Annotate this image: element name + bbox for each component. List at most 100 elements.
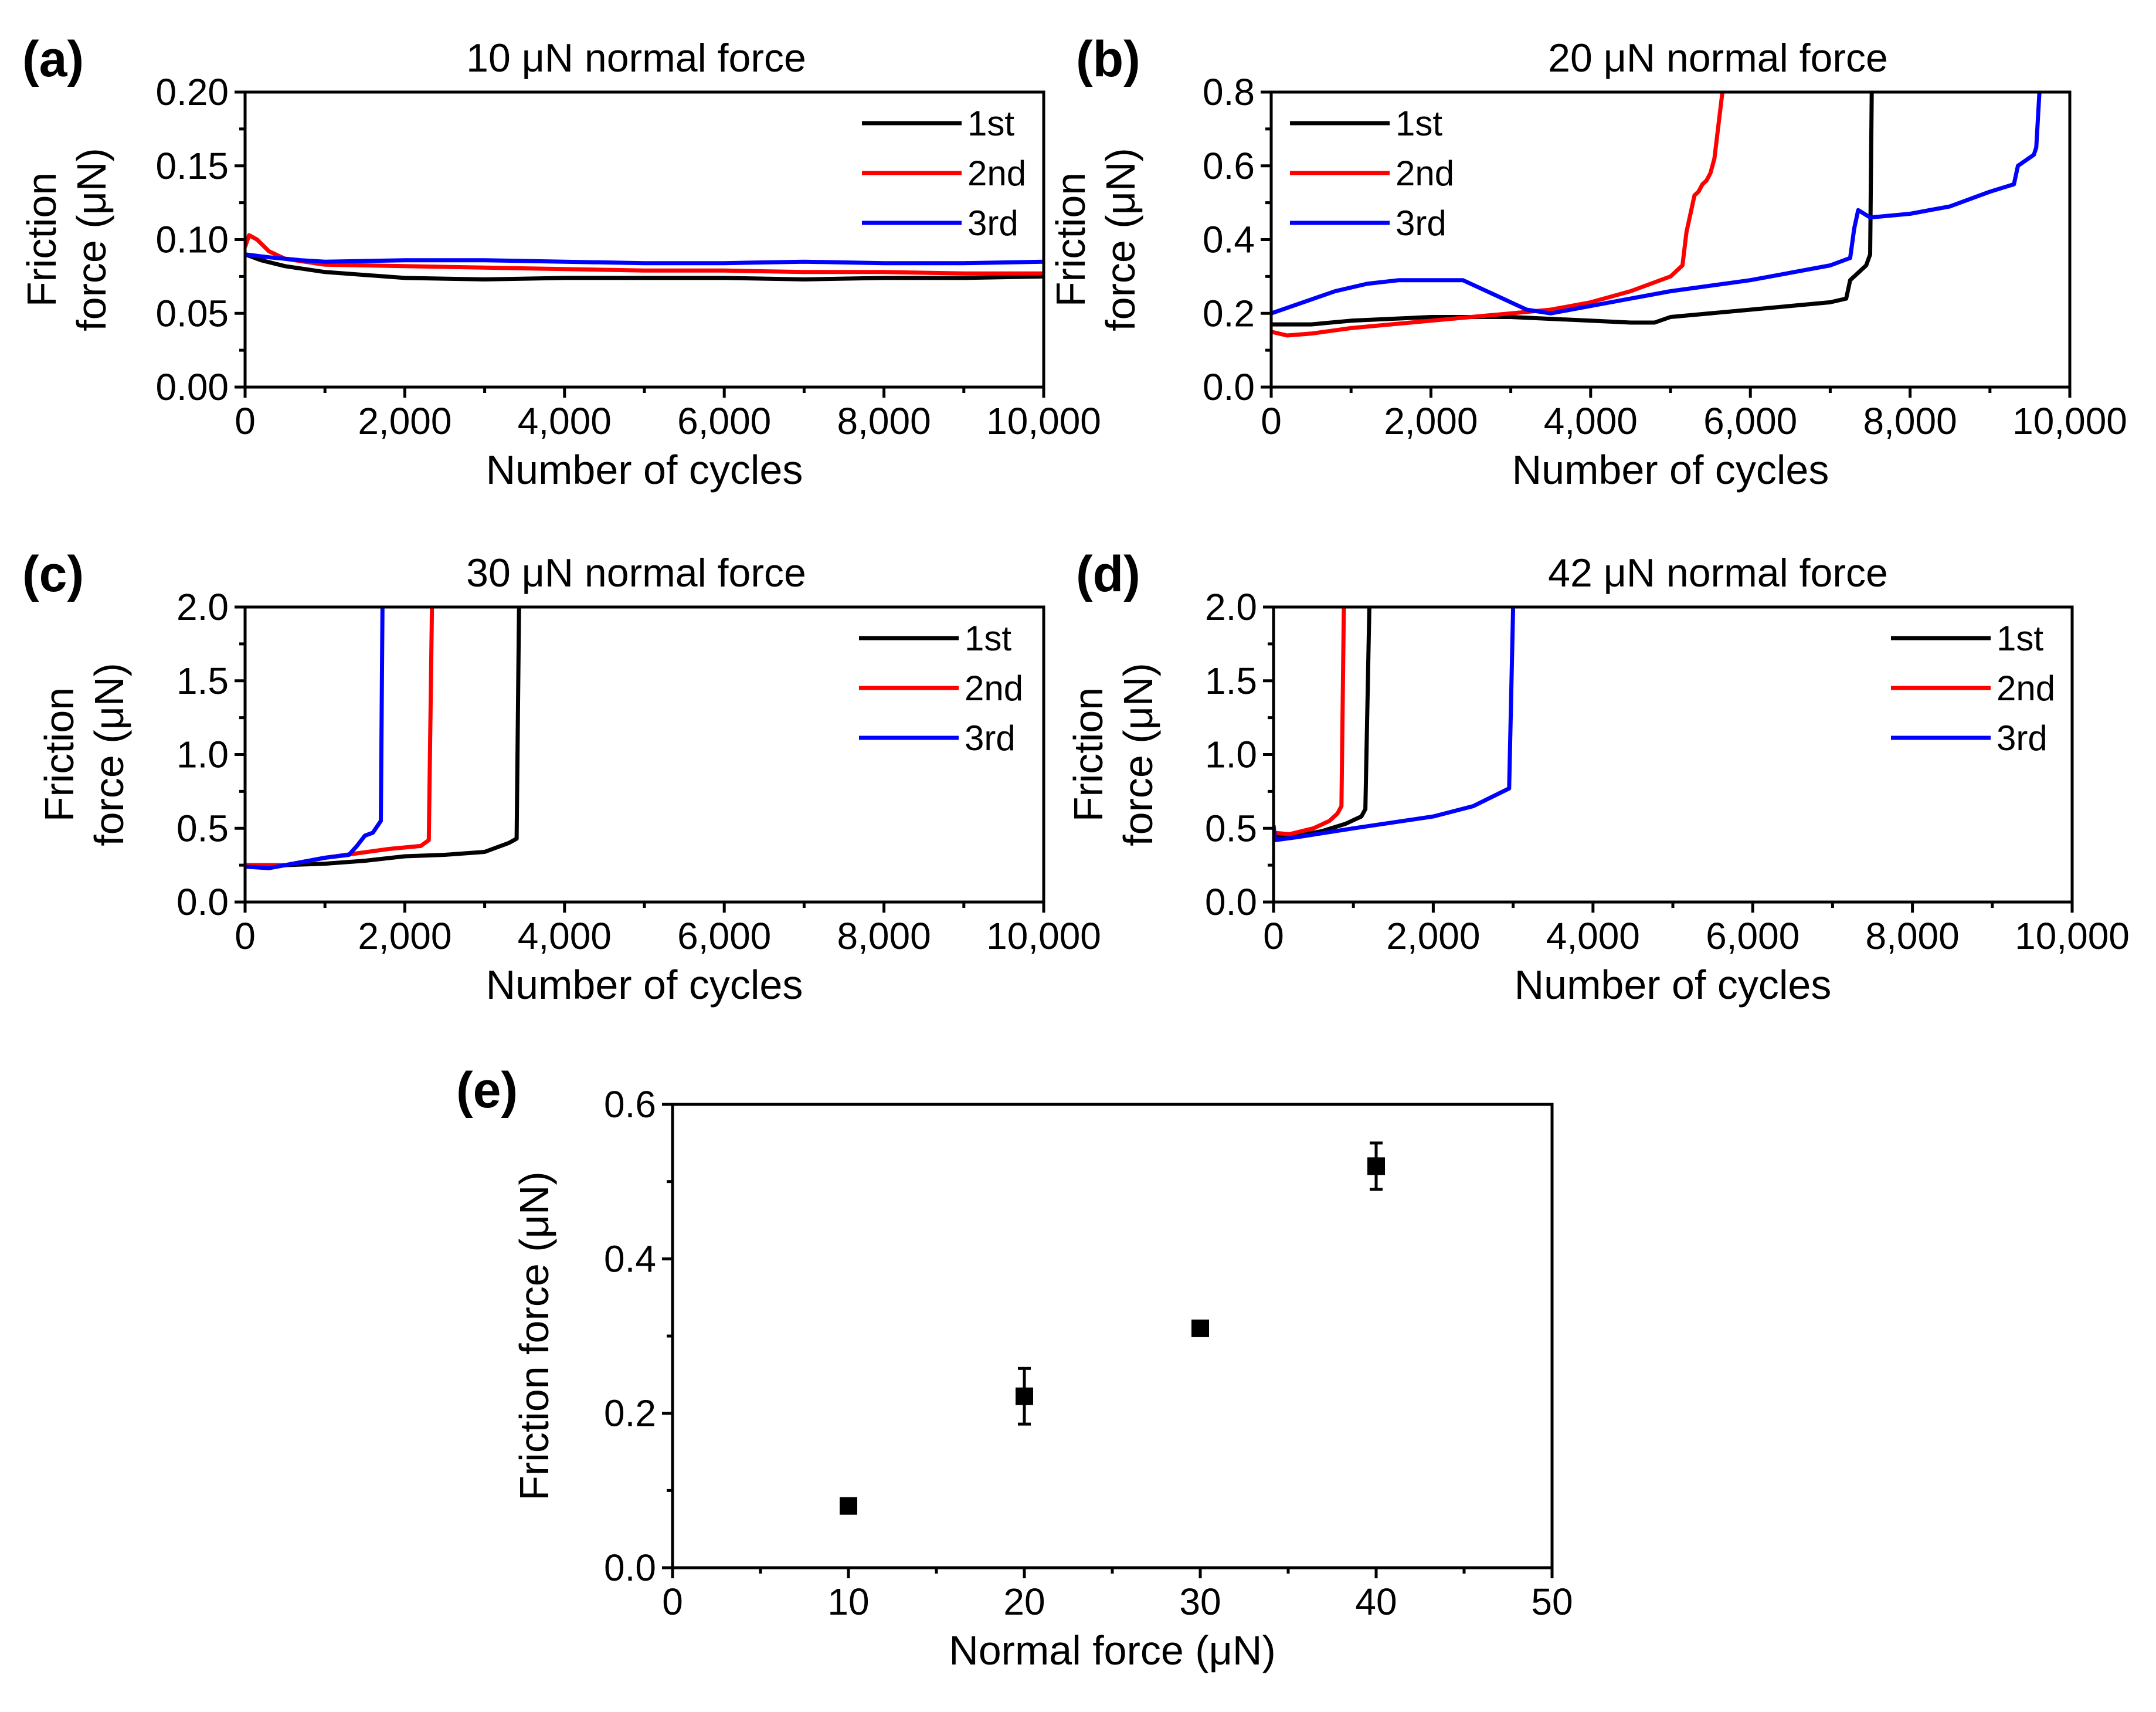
y-axis-label: Friction force (μN) [511,1171,557,1501]
legend-label: 1st [967,104,1014,143]
y-tick-label: 0.10 [155,219,229,261]
y-tick-label: 0.0 [604,1547,656,1589]
y-axis-label: Friction [36,687,82,822]
y-tick-label: 0.00 [155,366,229,408]
series-line-2nd [1274,607,1346,836]
legend-label: 2nd [1997,669,2055,708]
y-tick-label: 0.2 [604,1392,656,1435]
data-point-marker [1191,1319,1209,1337]
x-tick-label: 6,000 [1706,915,1800,957]
chart-panel-b: (b) 20 μN normal force 0 2,000 4,000 6,000 8,0… [1048,31,2127,493]
panel-label: (a) [22,31,84,87]
x-tick-label: 4,000 [518,915,612,957]
x-tick-label: 8,000 [837,915,931,957]
y-tick-label: 0.0 [1205,881,1257,923]
y-tick-label: 0.4 [604,1238,656,1280]
x-tick-label: 4,000 [1546,915,1640,957]
chart-panel-c: (c) 30 μN normal force 0 2,000 4,000 6,000 8,0… [22,546,1101,1008]
series-line-1st [245,607,521,867]
series-line-3rd [245,607,385,870]
x-tick-label: 10,000 [986,915,1101,957]
plot-series-group [1274,607,1516,842]
chart-panel-e: (e) 0 10 20 30 40 50 0.0 0.2 0.4 0.6 Normal force (… [456,1062,1573,1673]
series-line-2nd [245,607,434,867]
legend-label: 1st [965,619,1011,658]
y-tick-label: 2.0 [176,586,229,628]
x-tick-label: 20 [1003,1581,1045,1623]
x-tick-label: 2,000 [1386,915,1480,957]
y-tick-label: 0.4 [1203,219,1255,261]
y-axis-label: force (μN) [69,148,114,331]
x-tick-label: 8,000 [1863,400,1957,442]
y-axis-label: force (μN) [86,663,132,846]
data-point-marker [1367,1157,1385,1175]
chart-panel-a: (a) 10 μN normal force 0 2,000 4,000 6,000 8,0… [19,31,1101,493]
y-tick-label: 0.15 [155,145,229,187]
panel-label: (e) [456,1062,518,1118]
plot-series-group [245,607,521,870]
x-tick-label: 50 [1531,1581,1573,1623]
x-tick-label: 10 [827,1581,869,1623]
x-tick-label: 0 [235,915,256,957]
x-tick-label: 8,000 [837,400,931,442]
data-point-marker [840,1497,857,1515]
series-line-2nd [245,233,1044,276]
x-tick-label: 2,000 [1384,400,1478,442]
x-tick-label: 30 [1179,1581,1221,1623]
panel-label: (b) [1076,31,1140,87]
series-line-3rd [1274,607,1516,842]
plot-frame [671,1103,1554,1569]
plot-series-group [245,233,1044,282]
plot-frame [243,90,1045,389]
series-line-1st [1274,607,1371,838]
x-tick-label: 0 [1263,915,1284,957]
y-tick-label: 0.20 [155,71,229,113]
y-axis-label: Friction [1065,687,1111,822]
chart-panel-d: (d) 42 μN normal force 0 2,000 4,000 6,000 8,0… [1065,546,2130,1008]
plot-series-group [1271,92,2042,338]
y-tick-label: 0.0 [176,881,229,923]
series-line-3rd [1271,92,2042,316]
y-tick-label: 0.6 [604,1083,656,1125]
x-tick-label: 4,000 [518,400,612,442]
legend-label: 2nd [967,154,1026,193]
x-tick-label: 6,000 [677,400,771,442]
x-tick-label: 0 [235,400,256,442]
legend-label: 2nd [1396,154,1454,193]
x-axis-label: Number of cycles [1512,447,1829,493]
plot-frame [1272,605,2074,904]
legend-label: 3rd [965,718,1016,758]
legend-label: 3rd [967,204,1018,243]
x-axis-label: Number of cycles [486,447,803,493]
x-tick-label: 2,000 [358,915,451,957]
y-tick-label: 0.05 [155,292,229,334]
chart-title: 30 μN normal force [466,551,806,595]
y-axis-label: Friction [19,172,64,307]
chart-title: 42 μN normal force [1548,551,1888,595]
plot-frame [243,605,1045,904]
y-tick-label: 0.5 [176,807,229,849]
x-axis-label: Number of cycles [1515,962,1832,1008]
x-tick-label: 0 [662,1581,683,1623]
x-tick-label: 40 [1355,1581,1397,1623]
x-tick-label: 10,000 [2015,915,2130,957]
chart-title: 20 μN normal force [1548,36,1888,80]
y-tick-label: 1.0 [176,734,229,776]
series-line-3rd [245,252,1044,266]
legend-label: 2nd [965,669,1023,708]
chart-title: 10 μN normal force [466,36,806,80]
series-line-1st [245,252,1044,282]
series-line-1st [1271,92,1874,327]
y-axis-label: Friction [1048,172,1094,307]
legend-label: 1st [1396,104,1442,143]
x-tick-label: 4,000 [1544,400,1638,442]
y-axis-label: force (μN) [1115,663,1161,846]
x-tick-label: 0 [1261,400,1282,442]
y-tick-label: 0.0 [1203,366,1255,408]
y-tick-label: 2.0 [1205,586,1257,628]
data-point-marker [1016,1387,1033,1405]
plot-frame [1269,90,2072,389]
x-tick-label: 8,000 [1866,915,1960,957]
y-axis-label: force (μN) [1098,148,1143,331]
